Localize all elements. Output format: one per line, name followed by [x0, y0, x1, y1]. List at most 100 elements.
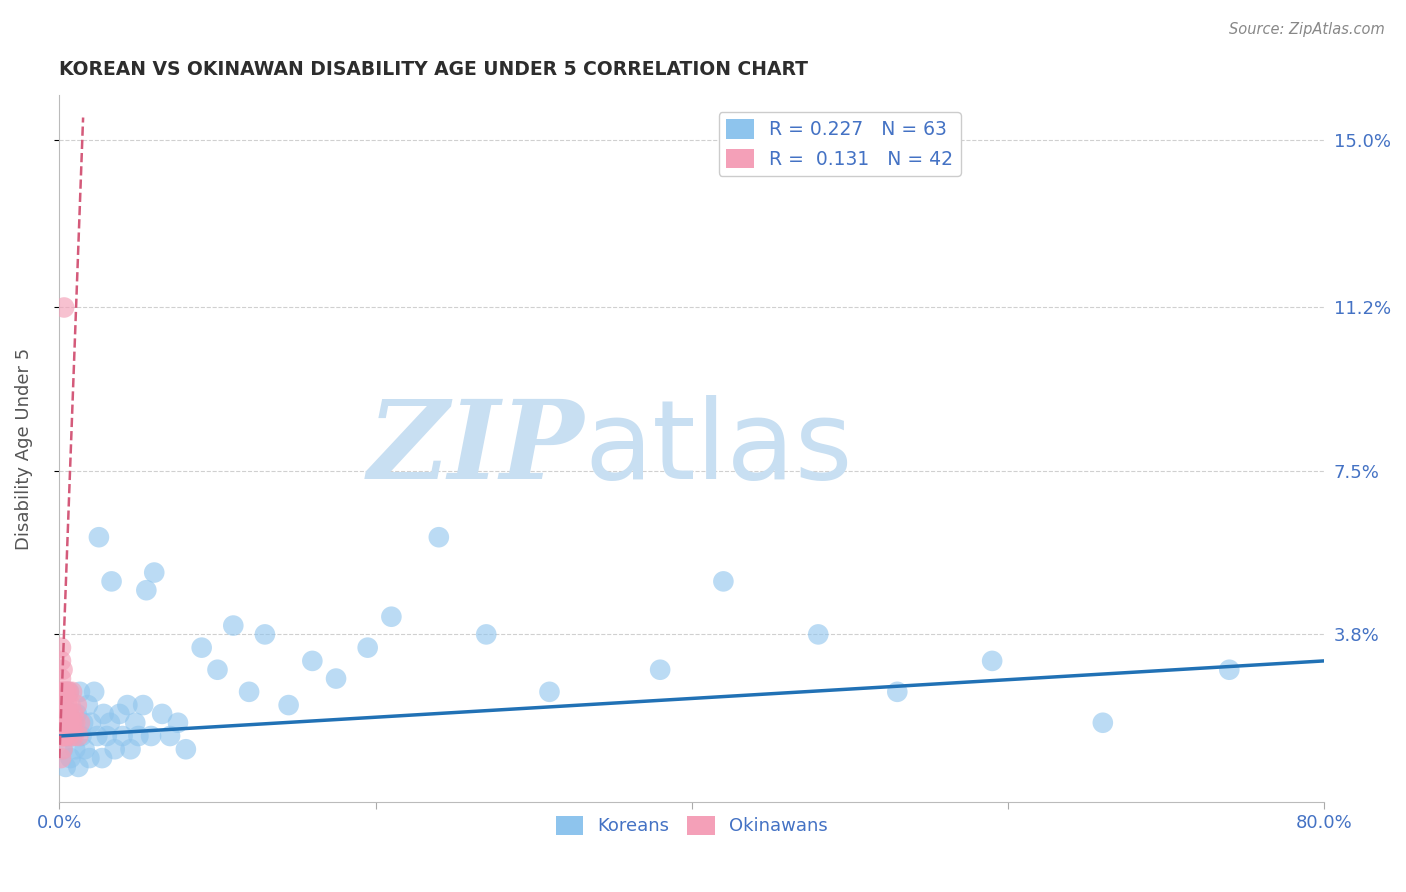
Point — [80, 715, 103, 730]
Point — [51, 729, 73, 743]
Point — [886, 685, 908, 699]
Point — [66, 706, 89, 721]
Point — [49, 729, 72, 743]
Point — [51, 663, 73, 677]
Point — [49, 672, 72, 686]
Point — [150, 706, 173, 721]
Point — [238, 685, 260, 699]
Point — [135, 583, 157, 598]
Point — [49, 751, 72, 765]
Point — [58, 729, 80, 743]
Point — [55, 715, 77, 730]
Point — [53, 685, 76, 699]
Point — [174, 742, 197, 756]
Point — [51, 706, 73, 721]
Point — [83, 685, 105, 699]
Point — [981, 654, 1004, 668]
Point — [93, 706, 115, 721]
Point — [253, 627, 276, 641]
Point — [49, 715, 72, 730]
Text: atlas: atlas — [585, 395, 853, 502]
Point — [73, 742, 96, 756]
Point — [1091, 715, 1114, 730]
Point — [86, 729, 108, 743]
Point — [58, 685, 80, 699]
Point — [49, 706, 72, 721]
Point — [104, 742, 127, 756]
Point — [63, 742, 86, 756]
Point — [58, 706, 80, 721]
Point — [87, 530, 110, 544]
Point — [59, 698, 82, 712]
Point — [96, 729, 118, 743]
Text: ZIP: ZIP — [367, 395, 585, 502]
Point — [120, 742, 142, 756]
Text: KOREAN VS OKINAWAN DISABILITY AGE UNDER 5 CORRELATION CHART: KOREAN VS OKINAWAN DISABILITY AGE UNDER … — [59, 60, 808, 78]
Point — [100, 574, 122, 589]
Point — [475, 627, 498, 641]
Point — [91, 751, 114, 765]
Point — [139, 729, 162, 743]
Point — [49, 685, 72, 699]
Point — [70, 729, 93, 743]
Point — [127, 729, 149, 743]
Point — [53, 698, 76, 712]
Point — [79, 751, 101, 765]
Point — [59, 715, 82, 730]
Point — [56, 685, 79, 699]
Point — [357, 640, 380, 655]
Point — [56, 698, 79, 712]
Point — [111, 729, 134, 743]
Point — [167, 715, 190, 730]
Point — [69, 685, 91, 699]
Legend: Koreans, Okinawans: Koreans, Okinawans — [548, 809, 835, 843]
Point — [159, 729, 181, 743]
Point — [49, 698, 72, 712]
Point — [67, 729, 90, 743]
Point — [56, 729, 79, 743]
Point — [63, 715, 86, 730]
Point — [98, 715, 121, 730]
Point — [53, 729, 76, 743]
Point — [60, 715, 83, 730]
Point — [49, 654, 72, 668]
Point — [56, 715, 79, 730]
Y-axis label: Disability Age Under 5: Disability Age Under 5 — [15, 348, 32, 550]
Point — [325, 672, 347, 686]
Point — [59, 751, 82, 765]
Point — [380, 609, 402, 624]
Point — [62, 715, 84, 730]
Point — [58, 715, 80, 730]
Point — [55, 729, 77, 743]
Point — [277, 698, 299, 712]
Point — [53, 706, 76, 721]
Point — [67, 760, 90, 774]
Point — [124, 715, 146, 730]
Point — [427, 530, 450, 544]
Point — [58, 685, 80, 699]
Point — [53, 715, 76, 730]
Point — [132, 698, 155, 712]
Point — [69, 715, 91, 730]
Text: Source: ZipAtlas.com: Source: ZipAtlas.com — [1229, 22, 1385, 37]
Point — [62, 706, 84, 721]
Point — [650, 663, 672, 677]
Point — [51, 742, 73, 756]
Point — [713, 574, 735, 589]
Point — [60, 729, 83, 743]
Point — [60, 685, 83, 699]
Point — [108, 706, 131, 721]
Point — [72, 715, 94, 730]
Point — [117, 698, 139, 712]
Point — [538, 685, 561, 699]
Point — [143, 566, 166, 580]
Point — [51, 685, 73, 699]
Point — [301, 654, 323, 668]
Point — [190, 640, 212, 655]
Point — [66, 698, 89, 712]
Point — [807, 627, 830, 641]
Point — [62, 729, 84, 743]
Point — [76, 698, 98, 712]
Point — [207, 663, 229, 677]
Point — [53, 715, 76, 730]
